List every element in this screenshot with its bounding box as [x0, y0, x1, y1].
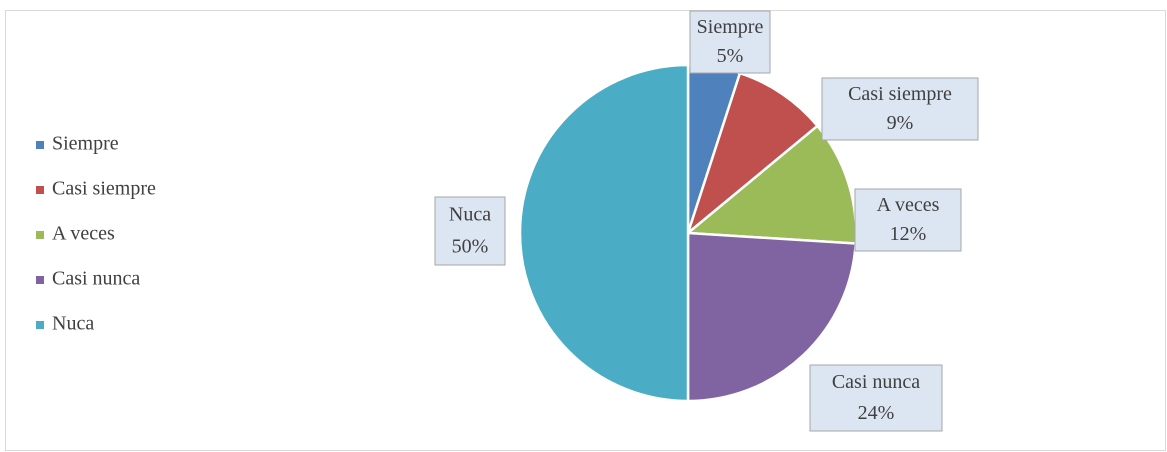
data-label-box [854, 188, 962, 252]
data-label-box [689, 10, 771, 74]
legend-label: Casi siempre [52, 178, 156, 200]
legend-label: A veces [52, 223, 115, 245]
legend-label: Nuca [52, 313, 94, 335]
legend-swatch [36, 141, 44, 149]
data-label-box [821, 77, 979, 141]
pie-slice [518, 63, 690, 403]
pie-slice [686, 231, 857, 403]
data-label-category: Casi siempre [848, 83, 952, 105]
data-label-value: 12% [890, 223, 927, 245]
legend-swatch [36, 321, 44, 329]
legend-label: Siempre [52, 133, 119, 155]
data-label-category: A veces [877, 194, 940, 216]
data-label-box [434, 196, 506, 266]
data-label-category: Nuca [449, 204, 491, 226]
pie-slice [685, 71, 820, 237]
legend-swatch [36, 276, 44, 284]
data-label-category: Siempre [697, 16, 764, 38]
legend-swatch [36, 231, 44, 239]
data-label-category: Casi nunca [832, 371, 920, 393]
legend-label: Casi nunca [52, 268, 140, 290]
data-label-value: 9% [887, 112, 914, 134]
data-label-value: 5% [717, 45, 744, 67]
legend-swatch [36, 186, 44, 194]
data-label-box [809, 364, 943, 432]
data-label-value: 24% [858, 402, 895, 424]
data-label-value: 50% [452, 236, 489, 258]
